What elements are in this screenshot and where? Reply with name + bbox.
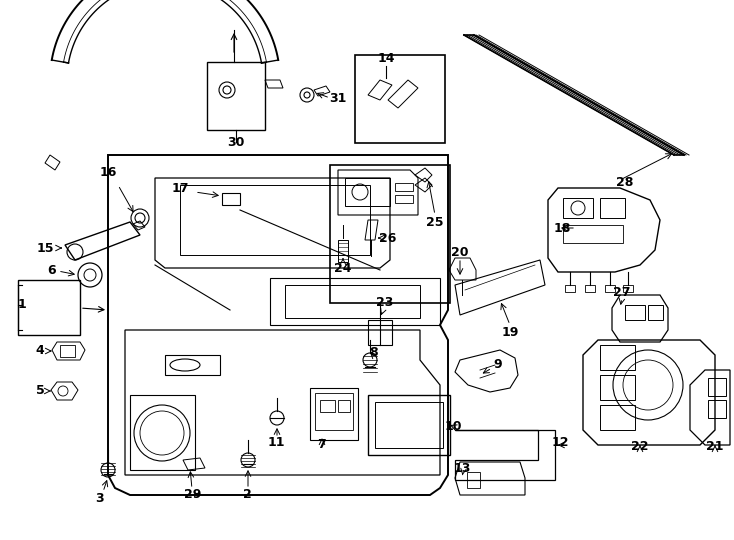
Bar <box>338 400 350 412</box>
Text: 28: 28 <box>617 177 633 190</box>
Text: 5: 5 <box>36 383 44 396</box>
Text: 18: 18 <box>553 221 571 234</box>
Text: 11: 11 <box>267 435 285 449</box>
Text: 25: 25 <box>426 215 444 228</box>
Text: 30: 30 <box>228 136 244 148</box>
Bar <box>355 55 445 143</box>
Bar <box>600 405 635 430</box>
Text: 24: 24 <box>334 261 352 274</box>
Text: 17: 17 <box>171 181 189 194</box>
Text: 9: 9 <box>494 359 502 372</box>
Text: 22: 22 <box>631 441 649 454</box>
Bar <box>330 165 450 303</box>
Bar <box>395 195 413 203</box>
Text: 13: 13 <box>454 462 470 475</box>
Bar <box>625 305 645 320</box>
Bar <box>600 345 635 370</box>
Text: 19: 19 <box>501 326 519 339</box>
Bar <box>708 400 726 418</box>
Bar <box>395 183 413 191</box>
Bar <box>60 345 75 357</box>
Bar <box>600 375 635 400</box>
Text: 27: 27 <box>613 286 631 299</box>
Bar <box>600 198 625 218</box>
Text: 23: 23 <box>377 295 393 308</box>
Circle shape <box>223 86 231 94</box>
Bar <box>207 62 265 130</box>
Bar <box>708 378 726 396</box>
Text: 29: 29 <box>184 489 202 502</box>
Bar <box>563 225 623 243</box>
Text: 10: 10 <box>444 421 462 434</box>
Bar <box>648 305 663 320</box>
Text: 3: 3 <box>95 491 104 504</box>
Text: 2: 2 <box>243 488 251 501</box>
Bar <box>345 178 390 206</box>
Text: 16: 16 <box>99 165 117 179</box>
Text: 20: 20 <box>451 246 469 259</box>
Text: 12: 12 <box>551 436 569 449</box>
Bar <box>563 198 593 218</box>
Text: 8: 8 <box>370 346 378 359</box>
Text: 15: 15 <box>36 241 54 254</box>
Text: 14: 14 <box>377 51 395 64</box>
Text: 21: 21 <box>706 441 724 454</box>
Polygon shape <box>108 155 448 495</box>
Text: 7: 7 <box>318 438 327 451</box>
Bar <box>18 280 80 335</box>
Bar <box>320 400 335 412</box>
Text: 31: 31 <box>330 91 346 105</box>
Text: 26: 26 <box>379 232 396 245</box>
Text: 4: 4 <box>36 343 44 356</box>
Text: 1: 1 <box>18 299 26 312</box>
Text: 6: 6 <box>48 264 57 276</box>
Circle shape <box>304 92 310 98</box>
